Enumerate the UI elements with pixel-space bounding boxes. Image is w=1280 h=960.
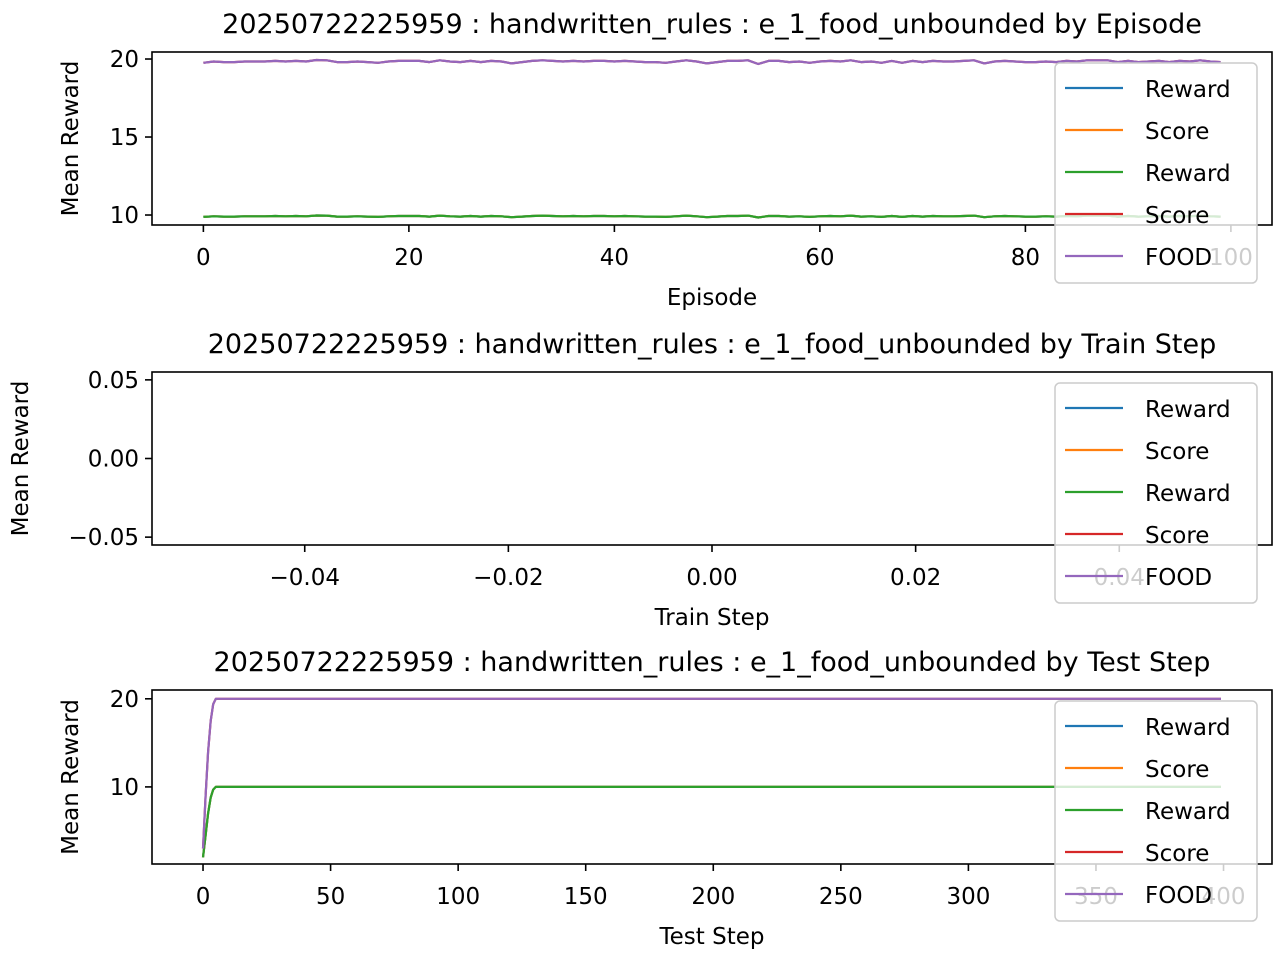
x-tick-label: 0.02: [890, 565, 941, 591]
x-axis-label: Train Step: [654, 605, 770, 631]
y-tick-label: 20: [110, 687, 139, 713]
legend-label: Reward: [1145, 77, 1231, 103]
legend-label: FOOD: [1145, 883, 1212, 909]
legend: Reward Score Reward Score FOOD: [1054, 62, 1258, 284]
y-axis-label: Mean Reward: [8, 381, 34, 537]
series-line-food: [203, 58, 1221, 66]
y-tick-label: 20: [110, 47, 139, 73]
y-tick-label: 10: [110, 775, 139, 801]
x-tick-label: 0: [196, 884, 211, 910]
legend-label: Reward: [1145, 161, 1231, 187]
chart-title: 20250722225959 : handwritten_rules : e_1…: [208, 329, 1217, 360]
subplot-3: 0501001502002503003504001020Test StepMea…: [58, 647, 1273, 950]
x-tick-label: 60: [805, 245, 834, 271]
y-tick-label: 0.05: [88, 368, 139, 394]
legend-label: Reward: [1145, 715, 1231, 741]
x-tick-label: −0.02: [473, 565, 543, 591]
legend-label: Reward: [1145, 397, 1231, 423]
y-tick-label: 10: [110, 203, 139, 229]
legend-frame: [1054, 700, 1258, 922]
x-tick-label: 150: [564, 884, 608, 910]
x-tick-label: 80: [1011, 245, 1040, 271]
x-tick-label: 100: [436, 884, 480, 910]
y-axis-label: Mean Reward: [58, 61, 84, 217]
axes-frame: [151, 51, 1273, 226]
x-tick-label: 0: [196, 245, 211, 271]
x-tick-label: 0.00: [686, 565, 737, 591]
legend: Reward Score Reward Score FOOD: [1054, 382, 1258, 604]
series-line-food: [201, 697, 1221, 849]
y-tick-label: 0.00: [88, 447, 139, 473]
x-tick-label: 40: [600, 245, 629, 271]
chart-title: 20250722225959 : handwritten_rules : e_1…: [214, 647, 1211, 678]
legend-label: Score: [1145, 757, 1209, 783]
subplot-1: 020406080100101520EpisodeMean Reward2025…: [58, 9, 1273, 311]
legend-label: Score: [1145, 439, 1209, 465]
x-tick-label: 20: [394, 245, 423, 271]
x-tick-label: 50: [316, 884, 345, 910]
y-axis-label: Mean Reward: [58, 699, 84, 855]
legend: Reward Score Reward Score FOOD: [1054, 700, 1258, 922]
axes-frame: [151, 689, 1273, 865]
chart-title: 20250722225959 : handwritten_rules : e_1…: [222, 9, 1202, 40]
x-tick-label: 300: [946, 884, 990, 910]
series-line-reward: [203, 214, 1221, 219]
x-tick-label: 250: [819, 884, 863, 910]
x-tick-label: −0.04: [269, 565, 339, 591]
x-axis-label: Test Step: [659, 924, 765, 950]
y-tick-label: −0.05: [69, 525, 139, 551]
y-tick-label: 15: [110, 125, 139, 151]
x-tick-label: 200: [691, 884, 735, 910]
x-axis-label: Episode: [667, 285, 757, 311]
subplot-2: −0.04−0.020.000.020.04−0.050.000.05Train…: [8, 329, 1273, 631]
legend-label: Score: [1145, 119, 1209, 145]
series-line-reward: [201, 785, 1221, 858]
legend-label: Score: [1145, 523, 1209, 549]
legend-frame: [1054, 382, 1258, 604]
legend-label: FOOD: [1145, 565, 1212, 591]
legend-label: FOOD: [1145, 245, 1212, 271]
legend-label: Score: [1145, 203, 1209, 229]
legend-label: Reward: [1145, 481, 1231, 507]
legend-frame: [1054, 62, 1258, 284]
legend-label: Reward: [1145, 799, 1231, 825]
legend-label: Score: [1145, 841, 1209, 867]
